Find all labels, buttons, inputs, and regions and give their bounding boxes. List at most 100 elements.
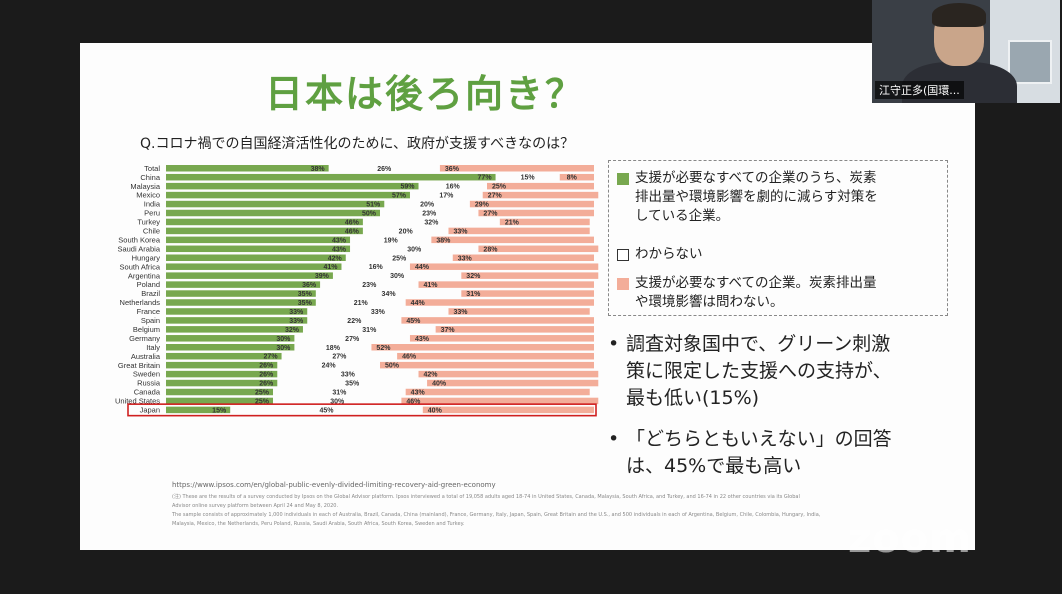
bullet-point-1: • 調査対象国中で、グリーン刺激 策に限定した支援への支持が、 最も低い(15%… (608, 331, 892, 412)
category-label: Malaysia (130, 182, 160, 191)
bar-green (166, 308, 308, 315)
category-label: Japan (140, 406, 160, 415)
bar-green (166, 352, 282, 360)
data-label: 36% (302, 282, 317, 289)
data-label: 32% (466, 273, 481, 280)
category-label: Italy (146, 343, 160, 352)
data-label: 32% (285, 327, 300, 334)
category-label: Argentina (128, 271, 161, 280)
bullet-mark: • (608, 428, 620, 450)
data-label: 25% (255, 398, 270, 405)
bar-green (166, 200, 385, 208)
category-label: Brazil (141, 289, 160, 298)
bar-all_companies (409, 263, 599, 270)
category-label: Belgium (133, 325, 160, 334)
data-label: 21% (354, 300, 369, 307)
category-label: Canada (134, 388, 161, 397)
data-label: 26% (259, 372, 274, 379)
data-label: 27% (345, 336, 360, 343)
category-label: France (137, 307, 160, 316)
data-label: 21% (505, 219, 520, 226)
data-label: 33% (453, 309, 468, 316)
data-label: 33% (458, 255, 473, 262)
data-label: 59% (401, 184, 416, 191)
bar-green (166, 299, 316, 306)
legend-item-dont-know: わからない (617, 245, 703, 264)
bar-green (166, 218, 363, 226)
bar-green (166, 182, 419, 190)
data-label: 30% (276, 345, 291, 352)
bar-all_companies (478, 209, 594, 217)
data-label: 51% (366, 202, 381, 209)
bar-green (166, 209, 380, 217)
data-label: 23% (362, 282, 377, 289)
data-label: 36% (445, 166, 460, 173)
presentation-slide: 日本は後ろ向き？ Q.コロナ禍での自国経済活性化のために、政府が支援すべきなのは… (80, 43, 975, 550)
bar-all_companies (409, 335, 594, 342)
data-label: 15% (521, 175, 536, 182)
data-label: 31% (332, 390, 347, 397)
legend-box: 支援が必要なすべての企業のうち、炭素 排出量や環境影響を劇的に減らす対策を して… (608, 160, 948, 316)
bar-green (166, 281, 321, 288)
bar-green (166, 263, 342, 270)
legend-item-green: 支援が必要なすべての企業のうち、炭素 排出量や環境影響を劇的に減らす対策を して… (617, 169, 878, 226)
highlight-box (127, 403, 597, 417)
bar-all_companies (487, 182, 594, 190)
source-url[interactable]: https://www.ipsos.com/en/global-public-e… (172, 481, 496, 489)
data-label: 20% (399, 228, 414, 235)
data-label: 33% (453, 228, 468, 235)
data-label: 42% (424, 372, 439, 379)
legend-swatch-green (617, 173, 629, 185)
data-label: 43% (411, 390, 426, 397)
bullet-point-2: • 「どちらともいえない」の回答 は、45%で最も高い (608, 426, 892, 480)
category-label: Australia (131, 352, 161, 361)
data-label: 27% (483, 211, 498, 218)
bar-green (166, 290, 316, 297)
bullet-text: 「どちらともいえない」の回答 は、45%で最も高い (626, 428, 892, 477)
video-background-window (1008, 40, 1052, 84)
data-label: 31% (362, 327, 377, 334)
data-label: 19% (384, 237, 399, 244)
bar-green (166, 254, 346, 261)
data-label: 26% (259, 363, 274, 370)
bar-all_companies (439, 165, 594, 172)
data-label: 30% (390, 273, 405, 280)
speaker-hair (932, 3, 986, 27)
data-label: 25% (255, 390, 270, 397)
bar-all_companies (478, 245, 599, 253)
data-label: 37% (441, 327, 456, 334)
bullet-text: 調査対象国中で、グリーン刺激 策に限定した支援への支持が、 最も低い(15%) (626, 333, 892, 409)
data-label: 77% (478, 175, 493, 182)
data-label: 45% (319, 407, 334, 414)
data-label: 32% (424, 219, 439, 226)
data-label: 26% (259, 381, 274, 388)
bar-all_companies (448, 227, 590, 235)
data-label: 25% (492, 184, 507, 191)
bar-all_companies (418, 370, 599, 378)
category-label: United States (115, 397, 160, 406)
data-label: 26% (377, 166, 392, 173)
category-label: Total (144, 164, 160, 173)
bar-green (166, 165, 329, 172)
data-label: 33% (289, 318, 304, 325)
data-label: 15% (212, 407, 227, 414)
bar-green (166, 191, 410, 199)
survey-question: Q.コロナ禍での自国経済活性化のために、政府が支援すべきなのは？ (140, 136, 575, 152)
bar-green (166, 326, 303, 333)
bar-all_companies (422, 406, 594, 414)
bar-all_companies (469, 200, 594, 208)
participant-video-tile[interactable]: 江守正多(国環... (872, 0, 1060, 103)
data-label: 8% (567, 175, 578, 182)
bar-all_companies (435, 326, 594, 333)
stacked-bar-chart: Total 38% 26% 36% China 77% 15% 8% Malaysia 59% 16… (115, 164, 599, 417)
bar-green (166, 370, 278, 378)
data-label: 35% (298, 300, 313, 307)
bar-green (166, 245, 351, 253)
bar-green (166, 344, 295, 351)
data-label: 41% (424, 282, 439, 289)
category-label: India (144, 200, 161, 209)
legend-text: わからない (635, 246, 703, 262)
data-label: 38% (311, 166, 326, 173)
bar-green (166, 227, 363, 235)
bar-all_companies (499, 218, 590, 226)
